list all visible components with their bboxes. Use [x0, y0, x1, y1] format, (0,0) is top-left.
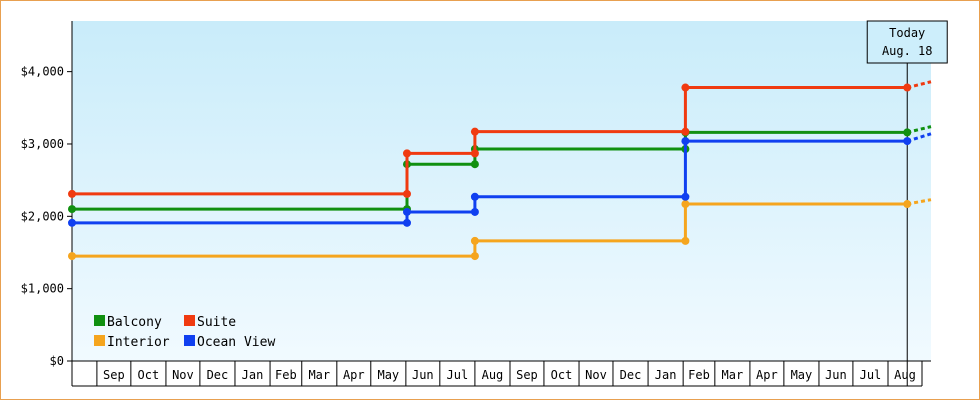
- legend-swatch: [184, 335, 195, 346]
- x-tick-label: Feb: [275, 368, 297, 382]
- x-tick-label: Dec: [620, 368, 642, 382]
- legend-swatch: [94, 315, 105, 326]
- x-tick-label: Sep: [516, 368, 538, 382]
- today-date: Aug. 18: [882, 44, 933, 58]
- series-line-interior: [72, 202, 908, 258]
- legend-swatch: [184, 315, 195, 326]
- legend-label: Ocean View: [197, 335, 275, 350]
- data-point: [903, 200, 912, 209]
- data-point: [681, 192, 690, 201]
- y-tick-label: $2,000: [21, 209, 64, 223]
- data-point: [68, 189, 76, 198]
- data-point: [470, 252, 479, 261]
- data-point: [470, 192, 479, 201]
- x-tick-label: Jun: [412, 368, 434, 382]
- data-point: [470, 127, 479, 136]
- x-tick-label: Oct: [551, 368, 573, 382]
- y-tick-label: $3,000: [21, 137, 64, 151]
- data-point: [681, 236, 690, 245]
- data-point: [903, 83, 912, 92]
- plot-area: [72, 21, 931, 361]
- data-point: [681, 200, 690, 209]
- legend-swatch: [94, 335, 105, 346]
- x-tick-label: Sep: [103, 368, 125, 382]
- x-tick-label: Jul: [447, 368, 469, 382]
- x-tick-label: May: [791, 368, 813, 382]
- data-point: [903, 137, 912, 146]
- x-tick-label: Jun: [825, 368, 847, 382]
- y-tick-label: $1,000: [21, 282, 64, 296]
- legend-label: Suite: [197, 315, 236, 330]
- data-point: [68, 218, 76, 227]
- x-tick-label: Aug: [482, 368, 504, 382]
- data-point: [402, 149, 411, 158]
- x-tick-label: Dec: [207, 368, 229, 382]
- x-tick-label: Feb: [688, 368, 710, 382]
- today-box: [866, 20, 948, 64]
- x-tick-label: Nov: [585, 368, 607, 382]
- data-point: [681, 83, 690, 92]
- x-tick-label: Jan: [655, 368, 677, 382]
- y-tick-label: $0: [50, 354, 64, 368]
- x-tick-label: Mar: [308, 368, 330, 382]
- x-tick-label: Apr: [756, 368, 778, 382]
- today-label: Today: [889, 26, 925, 40]
- x-tick-label: Jul: [860, 368, 882, 382]
- data-point: [68, 205, 76, 214]
- data-point: [402, 218, 411, 227]
- series-line-suite: [72, 86, 908, 196]
- data-point: [470, 160, 479, 169]
- data-point: [470, 149, 479, 158]
- data-point: [681, 127, 690, 136]
- data-point: [903, 128, 912, 137]
- legend-label: Balcony: [107, 315, 162, 330]
- data-point: [402, 189, 411, 198]
- data-point: [470, 207, 479, 216]
- x-tick-label: Apr: [343, 368, 365, 382]
- x-tick-label: Oct: [138, 368, 160, 382]
- data-point: [470, 236, 479, 245]
- x-tick-label: Aug: [894, 368, 916, 382]
- data-point: [402, 207, 411, 216]
- x-tick-label: May: [377, 368, 399, 382]
- x-tick-label: Jan: [242, 368, 264, 382]
- legend-label: Interior: [107, 335, 170, 350]
- y-tick-label: $4,000: [21, 65, 64, 79]
- data-point: [68, 252, 76, 261]
- data-point: [681, 137, 690, 146]
- x-tick-label: Mar: [722, 368, 744, 382]
- x-tick-label: Nov: [172, 368, 194, 382]
